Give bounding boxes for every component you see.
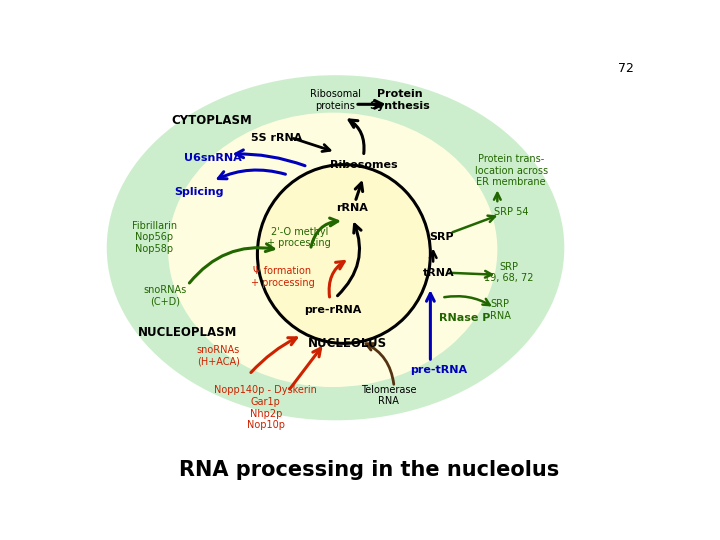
Text: Splicing: Splicing (174, 187, 223, 197)
Ellipse shape (258, 165, 431, 343)
Text: SRP
19, 68, 72: SRP 19, 68, 72 (484, 262, 534, 284)
Text: SRP 54: SRP 54 (494, 207, 528, 218)
Text: rRNA: rRNA (336, 203, 368, 213)
Ellipse shape (107, 75, 564, 420)
Ellipse shape (168, 113, 498, 387)
Text: RNA processing in the nucleolus: RNA processing in the nucleolus (179, 460, 559, 480)
Text: Telomerase
RNA: Telomerase RNA (361, 384, 416, 406)
Text: Protein
Synthesis: Protein Synthesis (369, 89, 430, 111)
Text: Ribosomal
proteins: Ribosomal proteins (310, 89, 361, 111)
Text: Nopp140p - Dyskerin
Gar1p
Nhp2p
Nop10p: Nopp140p - Dyskerin Gar1p Nhp2p Nop10p (215, 386, 318, 430)
Text: CYTOPLASM: CYTOPLASM (171, 114, 252, 127)
Text: Protein trans-
location across
ER membrane: Protein trans- location across ER membra… (474, 154, 548, 187)
Text: pre-tRNA: pre-tRNA (410, 366, 467, 375)
Text: NUCLEOPLASM: NUCLEOPLASM (138, 327, 237, 340)
Text: pre-rRNA: pre-rRNA (304, 305, 361, 315)
Text: Ribosomes: Ribosomes (330, 160, 397, 170)
Text: NUCLEOLUS: NUCLEOLUS (307, 337, 387, 350)
Text: RNase P: RNase P (438, 313, 490, 323)
Text: U6snRNA: U6snRNA (184, 153, 242, 164)
Text: snoRNAs
(H+ACA): snoRNAs (H+ACA) (197, 345, 240, 367)
Text: 5S rRNA: 5S rRNA (251, 132, 302, 143)
Text: 2'-O methyl
+ processing: 2'-O methyl + processing (267, 227, 331, 248)
Text: Fibrillarin
Nop56p
Nop58p: Fibrillarin Nop56p Nop58p (132, 221, 176, 254)
Text: Ψ formation
+ processing: Ψ formation + processing (251, 266, 315, 288)
Text: SRP: SRP (429, 232, 454, 242)
Text: SRP
RNA: SRP RNA (490, 299, 510, 321)
Text: 72: 72 (618, 62, 634, 75)
Text: snoRNAs
(C+D): snoRNAs (C+D) (144, 285, 187, 306)
Text: tRNA: tRNA (423, 268, 454, 278)
